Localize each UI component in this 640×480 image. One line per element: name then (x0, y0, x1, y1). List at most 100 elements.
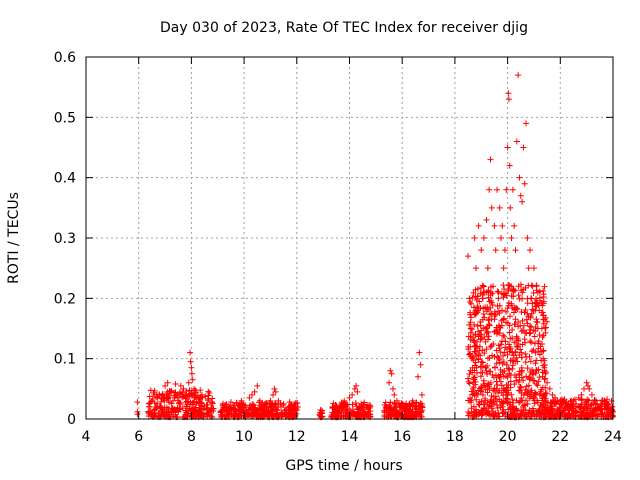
y-tick-label: 0.5 (54, 110, 76, 126)
data-point (474, 293, 481, 300)
data-point (154, 400, 161, 407)
data-point (513, 138, 520, 145)
data-point (552, 394, 559, 401)
data-point (386, 379, 393, 386)
data-point (503, 319, 510, 326)
data-point (517, 192, 524, 199)
data-point (467, 299, 474, 306)
data-point (204, 406, 211, 413)
data-point (182, 395, 189, 402)
data-point (528, 295, 535, 302)
data-point (520, 377, 527, 384)
data-point (515, 379, 522, 386)
data-point (277, 403, 284, 410)
data-point (518, 395, 525, 402)
data-point (381, 409, 388, 416)
data-point (503, 381, 510, 388)
data-point (465, 343, 472, 350)
data-point (473, 310, 480, 317)
data-point (500, 352, 507, 359)
data-point (186, 405, 193, 412)
data-point (196, 413, 203, 420)
data-point (519, 289, 526, 296)
data-point (148, 397, 155, 404)
data-point (491, 222, 498, 229)
data-point (507, 345, 514, 352)
data-point (508, 235, 515, 241)
data-point (557, 401, 564, 408)
data-point (159, 391, 166, 398)
data-point (581, 385, 588, 392)
data-point (184, 412, 191, 419)
data-point (231, 412, 238, 419)
data-point (496, 356, 503, 363)
data-point (491, 308, 498, 315)
data-point (358, 411, 365, 418)
data-point (222, 403, 229, 410)
data-point (496, 204, 503, 211)
data-point (317, 406, 324, 413)
data-point (502, 308, 509, 315)
data-point (502, 338, 509, 345)
data-point (249, 391, 256, 398)
data-point (500, 282, 507, 289)
data-point (364, 408, 371, 415)
data-point (470, 304, 477, 311)
data-point (405, 403, 412, 410)
data-point (496, 396, 503, 403)
data-point (168, 409, 175, 416)
data-point (239, 400, 246, 407)
data-point (490, 283, 497, 290)
data-point (149, 413, 156, 420)
data-point (513, 377, 520, 384)
data-point (509, 362, 516, 369)
data-point (506, 313, 513, 320)
data-point (412, 403, 419, 410)
data-point (488, 297, 495, 304)
data-point (513, 407, 520, 414)
data-point (470, 289, 477, 296)
data-point (209, 400, 216, 407)
data-point (536, 351, 543, 358)
data-point (570, 412, 577, 419)
data-point (493, 360, 500, 367)
data-point (415, 373, 422, 380)
data-point (484, 328, 491, 335)
data-point (485, 336, 492, 343)
data-point (485, 317, 492, 324)
data-point (500, 332, 507, 339)
data-point (503, 186, 510, 193)
data-point (264, 409, 271, 416)
data-point (182, 407, 189, 414)
data-point (480, 235, 487, 241)
data-point (250, 404, 257, 411)
data-point (518, 309, 525, 316)
data-point (293, 406, 300, 413)
data-point (501, 286, 508, 293)
data-point (523, 316, 530, 323)
data-point (527, 338, 534, 345)
data-point (520, 144, 527, 151)
data-point (522, 350, 529, 357)
data-point (466, 295, 473, 302)
data-point (584, 382, 591, 389)
data-point (330, 409, 337, 416)
data-point (518, 374, 525, 381)
chart-title: Day 030 of 2023, Rate Of TEC Index for r… (160, 20, 528, 36)
data-point (191, 385, 198, 392)
data-point (516, 295, 523, 302)
data-point (466, 380, 473, 387)
data-point (515, 283, 522, 290)
data-point (500, 265, 507, 272)
data-point (488, 403, 495, 410)
data-point (471, 321, 478, 328)
data-point (489, 301, 496, 308)
data-point (208, 404, 215, 411)
data-point (500, 294, 507, 301)
data-point (395, 409, 402, 416)
data-point (599, 397, 606, 404)
data-point (492, 247, 499, 254)
data-point (535, 340, 542, 347)
data-point (220, 400, 227, 407)
data-point (532, 390, 539, 397)
